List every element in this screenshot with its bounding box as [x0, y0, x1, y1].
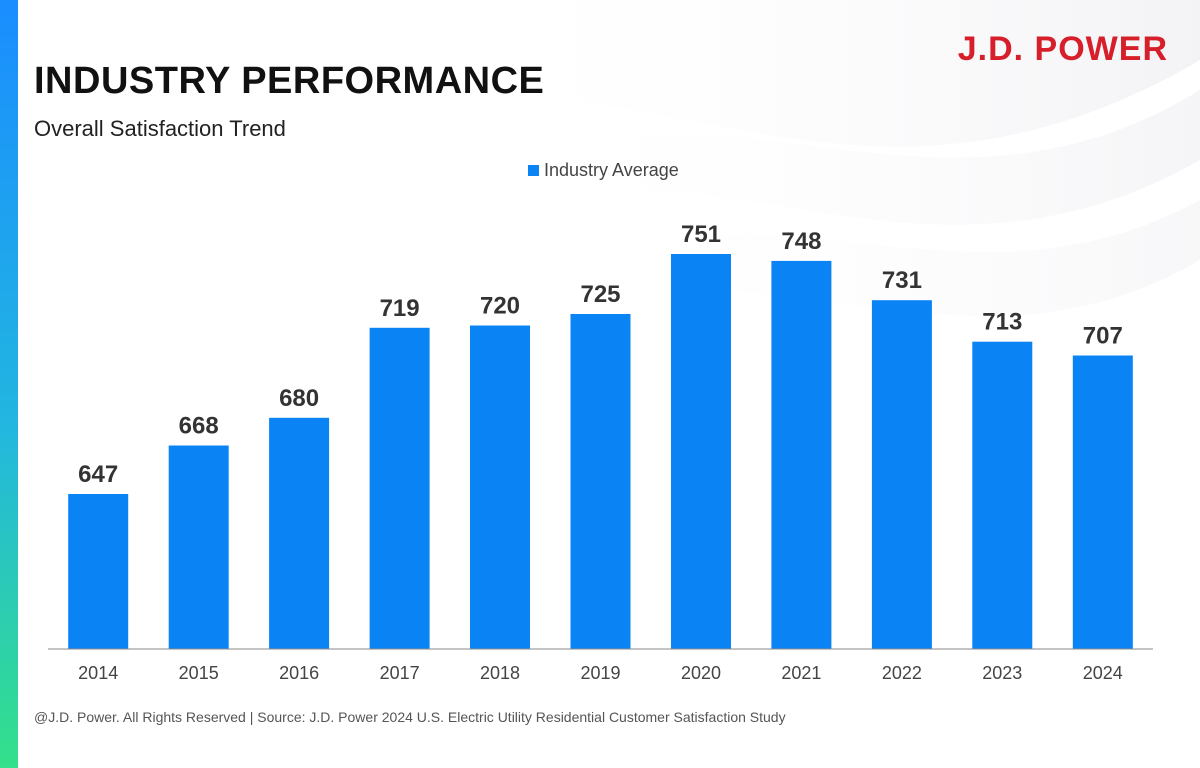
page-title: INDUSTRY PERFORMANCE	[34, 60, 545, 102]
bar-2016	[269, 417, 330, 649]
legend-swatch	[528, 165, 539, 176]
jd-power-logo: J.D. POWER	[957, 30, 1168, 68]
page-subtitle: Overall Satisfaction Trend	[34, 116, 286, 141]
x-tick-2021: 2021	[781, 663, 821, 683]
bar-2017	[369, 327, 430, 649]
bar-2014	[68, 494, 129, 649]
data-label-2023: 713	[982, 309, 1022, 336]
x-tick-2018: 2018	[480, 663, 520, 683]
bar-2023	[972, 341, 1033, 649]
x-tick-2019: 2019	[580, 663, 620, 683]
data-label-2016: 680	[279, 385, 319, 412]
x-tick-2015: 2015	[179, 663, 219, 683]
left-accent-bar	[0, 0, 18, 768]
x-tick-2022: 2022	[882, 663, 922, 683]
bar-2019	[570, 314, 631, 649]
data-label-2014: 647	[78, 461, 118, 488]
data-label-2019: 725	[580, 281, 620, 308]
bar-2021	[771, 260, 832, 649]
data-label-2015: 668	[179, 413, 219, 440]
data-label-2020: 751	[681, 221, 721, 248]
x-tick-2017: 2017	[380, 663, 420, 683]
data-label-2022: 731	[882, 267, 922, 294]
x-tick-2020: 2020	[681, 663, 721, 683]
data-label-2021: 748	[781, 228, 821, 255]
bar-2020	[671, 254, 731, 649]
legend-label: Industry Average	[544, 160, 679, 180]
data-label-2017: 719	[380, 295, 420, 322]
bar-2018	[470, 325, 530, 649]
x-tick-2016: 2016	[279, 663, 319, 683]
chart-legend: Industry Average	[528, 160, 679, 181]
data-label-2024: 707	[1083, 323, 1123, 350]
x-tick-2023: 2023	[982, 663, 1022, 683]
data-label-2018: 720	[480, 293, 520, 320]
bar-2015	[168, 445, 229, 649]
bar-2024	[1072, 355, 1133, 649]
footer-source: @J.D. Power. All Rights Reserved | Sourc…	[34, 709, 786, 725]
x-tick-2024: 2024	[1083, 663, 1123, 683]
x-tick-2014: 2014	[78, 663, 118, 683]
bar-2022	[871, 300, 932, 649]
